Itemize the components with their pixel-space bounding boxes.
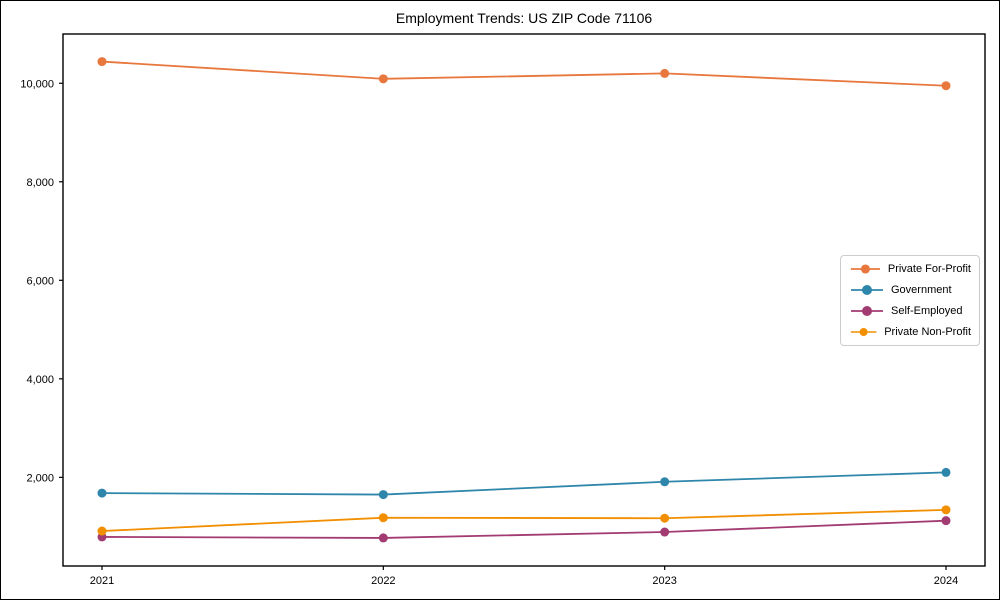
data-point-marker bbox=[378, 74, 388, 84]
series-line bbox=[101, 471, 947, 496]
data-point-marker bbox=[660, 513, 670, 523]
x-tick-label: 2022 bbox=[371, 575, 395, 587]
x-tick-label: 2024 bbox=[934, 575, 958, 587]
legend-label: Self-Employed bbox=[891, 305, 963, 317]
data-point-marker bbox=[378, 490, 388, 500]
data-point-marker bbox=[97, 488, 107, 498]
legend-item-private-for-profit: Private For-Profit bbox=[850, 263, 971, 275]
legend-item-private-non-profit: Private Non-Profit bbox=[850, 326, 971, 338]
plot-border bbox=[62, 33, 986, 567]
legend-item-government: Government bbox=[850, 284, 971, 296]
x-tick-label: 2023 bbox=[652, 575, 676, 587]
data-point-marker bbox=[941, 81, 951, 91]
legend-marker-icon bbox=[851, 285, 883, 295]
series-line bbox=[101, 60, 947, 87]
legend-marker-icon bbox=[850, 264, 880, 274]
data-point-marker bbox=[660, 477, 670, 487]
y-tick-label: 8,000 bbox=[26, 177, 54, 189]
data-point-marker bbox=[660, 527, 670, 537]
legend: Private For-Profit Government Self-Employe… bbox=[840, 255, 980, 346]
y-tick-label: 10,000 bbox=[20, 78, 54, 90]
data-point-marker bbox=[378, 513, 388, 523]
series-line bbox=[101, 519, 947, 539]
data-point-marker bbox=[660, 68, 670, 78]
legend-marker-icon bbox=[851, 306, 883, 316]
y-tick-label: 6,000 bbox=[26, 275, 54, 287]
data-point-marker bbox=[941, 467, 951, 477]
data-point-marker bbox=[941, 505, 951, 515]
y-tick-label: 4,000 bbox=[26, 374, 54, 386]
data-point-marker bbox=[97, 526, 107, 536]
data-point-marker bbox=[941, 516, 951, 526]
legend-label: Government bbox=[891, 284, 952, 296]
chart-title: Employment Trends: US ZIP Code 71106 bbox=[395, 10, 653, 26]
data-point-marker bbox=[378, 533, 388, 543]
legend-label: Private Non-Profit bbox=[884, 326, 971, 338]
series-line bbox=[101, 508, 947, 532]
legend-label: Private For-Profit bbox=[887, 263, 971, 275]
legend-marker-icon bbox=[850, 328, 877, 336]
data-point-marker bbox=[97, 57, 107, 67]
y-tick-label: 2,000 bbox=[26, 472, 54, 484]
legend-item-self-employed: Self-Employed bbox=[850, 305, 971, 317]
x-tick-label: 2021 bbox=[90, 575, 114, 587]
